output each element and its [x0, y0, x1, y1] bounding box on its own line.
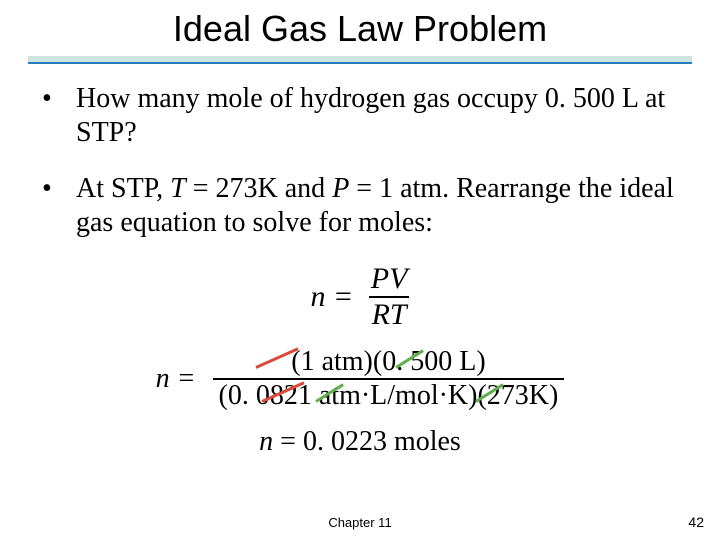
result-lhs: n — [259, 426, 273, 457]
result-line: n = 0. 0223 moles — [42, 426, 678, 458]
bullet-2-text: At STP, T = 273K and P = 1 atm. Rearrang… — [76, 172, 678, 240]
footer-chapter: Chapter 11 — [0, 515, 720, 530]
content-area: • How many mole of hydrogen gas occupy 0… — [0, 64, 720, 458]
bullet-mark: • — [42, 82, 76, 150]
eq1-fraction: PV RT — [369, 262, 410, 332]
title-underline — [28, 56, 692, 64]
equation-1: n = PV RT — [42, 262, 678, 332]
b2-pvar: P — [332, 173, 349, 204]
b2-prefix: At STP, — [76, 173, 170, 204]
eq1-denominator: RT — [369, 298, 410, 332]
bullet-2: • At STP, T = 273K and P = 1 atm. Rearra… — [42, 172, 678, 240]
eq2-lhs: n = — [156, 365, 196, 393]
eq2-denominator: (0. 0821 atm·L/mol·K)(273K) — [213, 380, 565, 412]
page-number: 42 — [688, 514, 704, 530]
b2-tvar: T — [170, 173, 186, 204]
result-rhs: = 0. 0223 moles — [273, 426, 461, 457]
bullet-1-text: How many mole of hydrogen gas occupy 0. … — [76, 82, 678, 150]
b2-teq: = 273K and — [186, 173, 332, 204]
title-area: Ideal Gas Law Problem — [0, 0, 720, 64]
eq1-numerator: PV — [369, 262, 410, 298]
eq1-lhs: n = — [311, 280, 354, 314]
equation-2-wrap: n = (1 atm)(0. 500 L) (0. 0821 atm·L/mol… — [42, 346, 678, 412]
slide-title: Ideal Gas Law Problem — [0, 8, 720, 50]
bullet-mark: • — [42, 172, 76, 240]
eq2-fraction: (1 atm)(0. 500 L) (0. 0821 atm·L/mol·K)(… — [213, 346, 565, 412]
bullet-1: • How many mole of hydrogen gas occupy 0… — [42, 82, 678, 150]
equation-2: n = (1 atm)(0. 500 L) (0. 0821 atm·L/mol… — [156, 346, 565, 412]
